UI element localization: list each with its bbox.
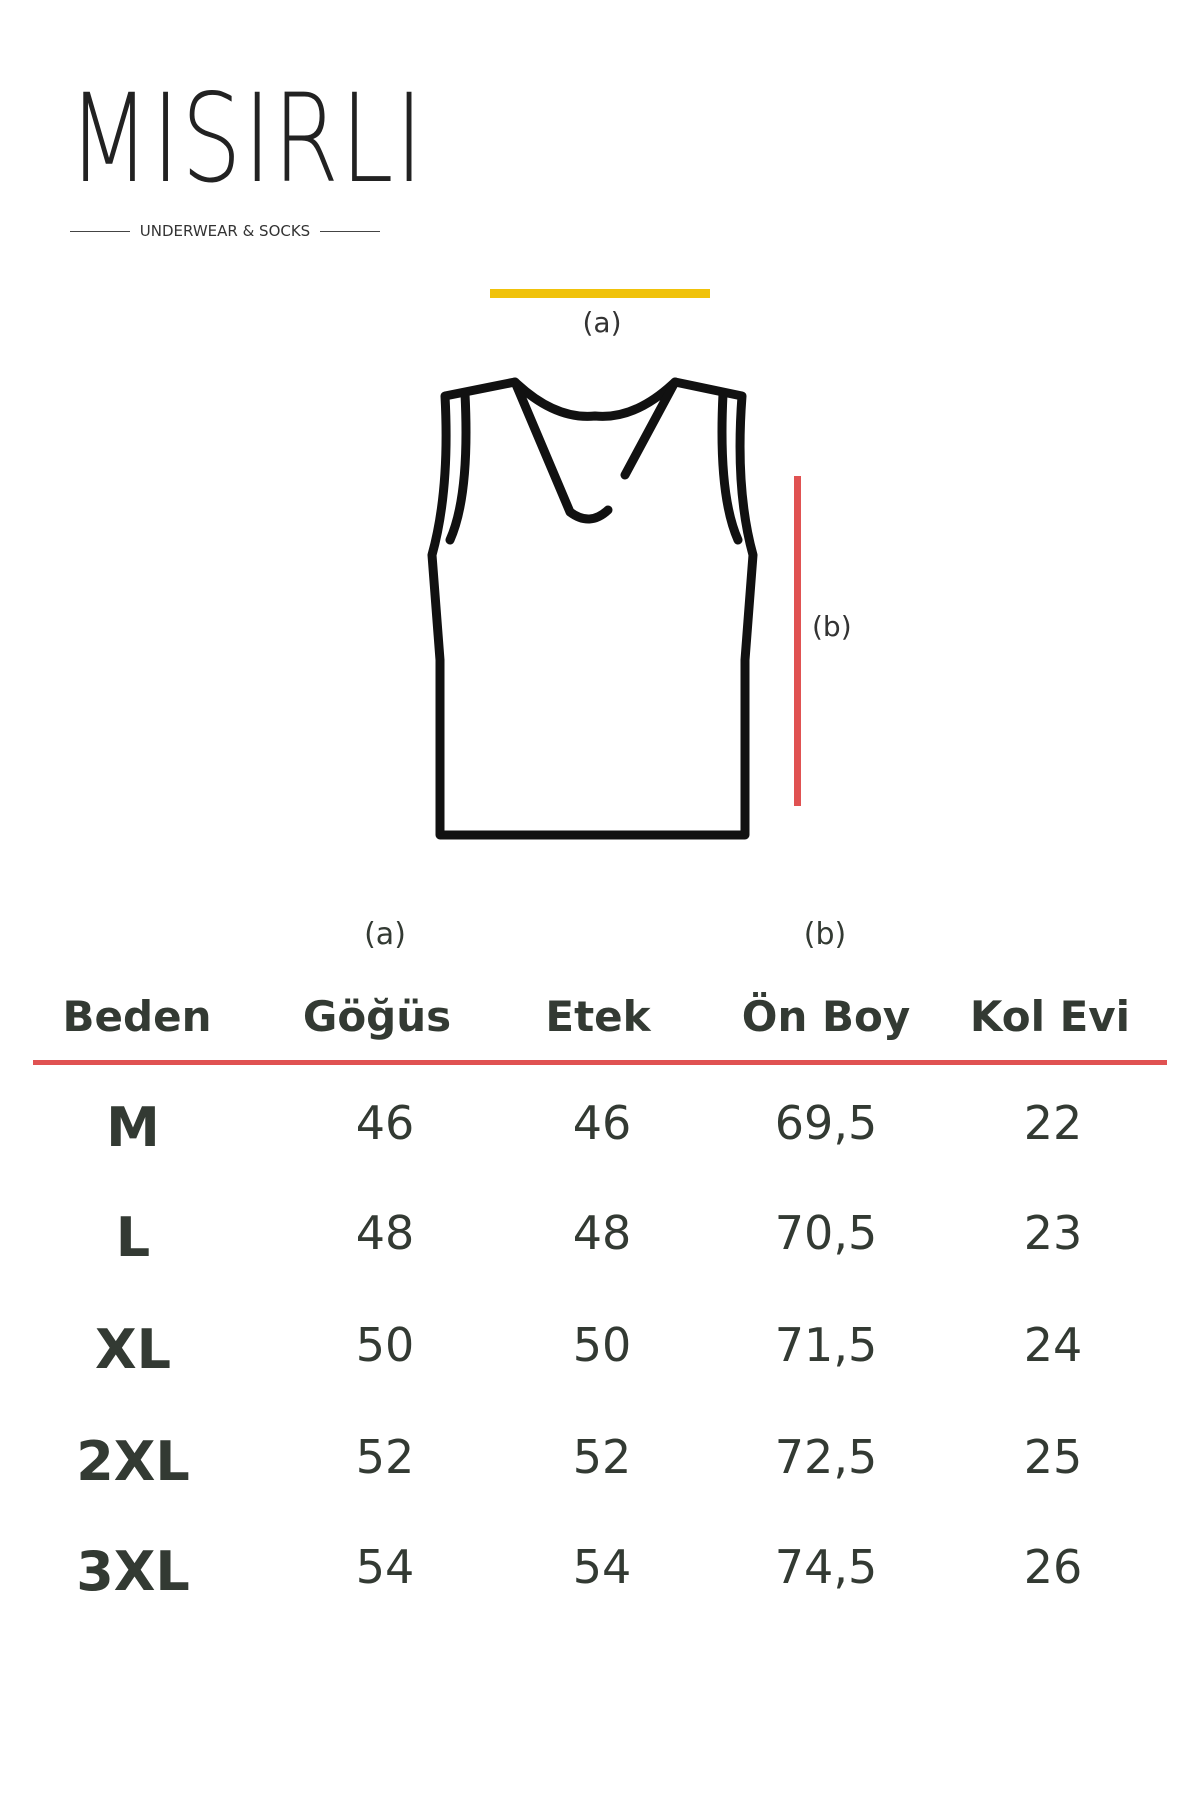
col-header-front-length: Ön Boy	[741, 992, 911, 1041]
chest-cell: 52	[355, 1430, 415, 1484]
front-length-cell: 72,5	[774, 1430, 878, 1484]
hem-cell: 50	[572, 1318, 632, 1372]
measure-a-label: (a)	[582, 306, 622, 339]
front-length-note: (b)	[803, 917, 847, 952]
chest-cell: 50	[355, 1318, 415, 1372]
armhole-cell: 22	[1023, 1096, 1083, 1150]
armhole-cell: 23	[1023, 1206, 1083, 1260]
brand-tagline: UNDERWEAR & SOCKS	[70, 222, 380, 240]
hem-cell: 46	[572, 1096, 632, 1150]
front-length-cell: 74,5	[774, 1540, 878, 1594]
size-cell: L	[115, 1206, 151, 1269]
armhole-cell: 24	[1023, 1318, 1083, 1372]
measure-b-bar	[794, 476, 801, 806]
hem-cell: 54	[572, 1540, 632, 1594]
size-cell: 2XL	[76, 1430, 190, 1493]
col-header-chest: Göğüs	[302, 992, 452, 1041]
col-header-size: Beden	[62, 992, 212, 1041]
hem-cell: 52	[572, 1430, 632, 1484]
size-cell: XL	[94, 1318, 172, 1381]
chest-note: (a)	[364, 917, 406, 952]
front-length-cell: 69,5	[774, 1096, 878, 1150]
col-header-hem: Etek	[545, 992, 651, 1041]
tagline-text: UNDERWEAR & SOCKS	[139, 222, 311, 240]
chest-cell: 48	[355, 1206, 415, 1260]
header-divider	[33, 1060, 1167, 1065]
brand-logo: MISIRLI	[68, 68, 425, 210]
chest-cell: 54	[355, 1540, 415, 1594]
front-length-cell: 70,5	[774, 1206, 878, 1260]
armhole-cell: 26	[1023, 1540, 1083, 1594]
chest-cell: 46	[355, 1096, 415, 1150]
hem-cell: 48	[572, 1206, 632, 1260]
size-cell: 3XL	[76, 1540, 190, 1603]
size-cell: M	[106, 1096, 160, 1159]
measure-a-bar	[490, 289, 710, 298]
tank-top-icon	[427, 377, 758, 840]
armhole-cell: 25	[1023, 1430, 1083, 1484]
measure-b-label: (b)	[812, 610, 852, 643]
front-length-cell: 71,5	[774, 1318, 878, 1372]
col-header-armhole: Kol Evi	[969, 992, 1131, 1041]
